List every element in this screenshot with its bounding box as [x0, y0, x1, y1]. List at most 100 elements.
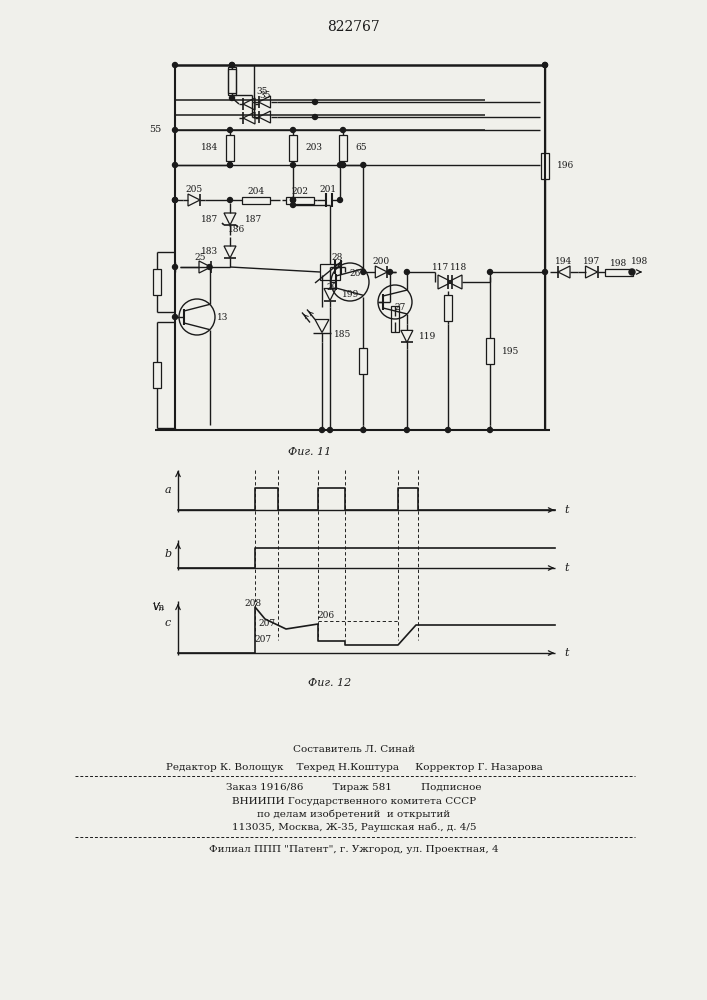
Circle shape: [404, 428, 409, 432]
Text: ВНИИПИ Государственного комитета СССР: ВНИИПИ Государственного комитета СССР: [232, 796, 476, 806]
Text: Фиг. 11: Фиг. 11: [288, 447, 332, 457]
Text: 203: 203: [305, 143, 322, 152]
Circle shape: [173, 198, 177, 202]
Circle shape: [320, 428, 325, 432]
Circle shape: [361, 428, 366, 432]
Circle shape: [341, 127, 346, 132]
Bar: [153, 269, 161, 295]
Text: 185: 185: [334, 330, 351, 339]
Circle shape: [291, 198, 296, 202]
Bar: [286, 196, 313, 204]
Text: Фиг. 12: Фиг. 12: [308, 678, 351, 688]
Circle shape: [629, 269, 635, 275]
Text: 207: 207: [255, 636, 271, 645]
Circle shape: [207, 264, 212, 269]
Text: 13: 13: [217, 312, 228, 322]
Bar: [228, 68, 236, 95]
Text: 196: 196: [557, 161, 574, 170]
Circle shape: [173, 198, 177, 202]
Text: 199: 199: [342, 290, 359, 299]
Text: 35: 35: [256, 88, 268, 97]
Text: 197: 197: [583, 257, 601, 266]
Text: 198: 198: [631, 257, 648, 266]
Text: 201: 201: [320, 186, 337, 194]
Circle shape: [230, 62, 235, 68]
Bar: [359, 348, 368, 374]
Text: 822767: 822767: [327, 20, 380, 34]
Text: 195: 195: [502, 347, 520, 356]
Circle shape: [542, 62, 547, 68]
Circle shape: [337, 162, 342, 167]
Bar: [339, 134, 347, 160]
Circle shape: [341, 162, 346, 167]
Circle shape: [228, 127, 233, 132]
Text: 205: 205: [185, 186, 203, 194]
Text: 198: 198: [610, 259, 627, 268]
Circle shape: [173, 314, 177, 320]
Bar: [228, 67, 236, 93]
Text: t: t: [565, 648, 569, 658]
Text: 186: 186: [228, 225, 245, 233]
Bar: [226, 134, 234, 160]
Text: c: c: [165, 618, 171, 628]
Text: 28: 28: [332, 252, 343, 261]
Circle shape: [361, 269, 366, 274]
Text: 26: 26: [349, 269, 361, 278]
Circle shape: [228, 162, 233, 167]
Text: 118: 118: [450, 262, 467, 271]
Bar: [153, 362, 161, 388]
Circle shape: [291, 202, 296, 208]
Bar: [444, 294, 452, 320]
Circle shape: [337, 198, 342, 202]
Circle shape: [542, 269, 547, 274]
Text: 29: 29: [327, 284, 338, 292]
Text: 204: 204: [247, 188, 264, 196]
Text: a: a: [165, 485, 171, 495]
Text: 65: 65: [355, 143, 367, 152]
Text: 55: 55: [148, 125, 161, 134]
Bar: [242, 196, 270, 204]
Text: 194: 194: [556, 257, 573, 266]
Bar: [541, 153, 549, 179]
Text: 117: 117: [433, 262, 450, 271]
Bar: [604, 268, 633, 275]
Circle shape: [173, 62, 177, 68]
Circle shape: [312, 114, 317, 119]
Circle shape: [173, 162, 177, 167]
Circle shape: [291, 127, 296, 132]
Text: t: t: [565, 563, 569, 573]
Text: t: t: [565, 505, 569, 515]
Bar: [289, 134, 297, 160]
Text: 187: 187: [245, 215, 262, 224]
Circle shape: [488, 269, 493, 274]
Text: $V_n$: $V_n$: [151, 600, 164, 614]
Circle shape: [173, 264, 177, 269]
Circle shape: [341, 162, 346, 167]
Circle shape: [488, 428, 493, 432]
Text: Филиал ППП "Патент", г. Ужгород, ул. Проектная, 4: Филиал ППП "Патент", г. Ужгород, ул. Про…: [209, 846, 499, 854]
Text: 35: 35: [259, 91, 271, 100]
Text: 25: 25: [194, 253, 206, 262]
Bar: [391, 306, 399, 332]
Text: по делам изобретений  и открытий: по делам изобретений и открытий: [257, 809, 450, 819]
Text: 187: 187: [201, 215, 218, 224]
Circle shape: [291, 162, 296, 167]
Circle shape: [230, 62, 235, 68]
Text: b: b: [165, 549, 172, 559]
Circle shape: [542, 62, 547, 68]
Text: Vn: Vn: [151, 602, 164, 611]
Circle shape: [173, 127, 177, 132]
Circle shape: [230, 96, 235, 101]
Circle shape: [312, 100, 317, 104]
Bar: [320, 264, 340, 280]
Text: Составитель Л. Синай: Составитель Л. Синай: [293, 746, 415, 754]
Text: 27: 27: [395, 302, 406, 312]
Circle shape: [361, 162, 366, 167]
Text: 208: 208: [245, 598, 262, 607]
Text: Заказ 1916/86         Тираж 581         Подписное: Заказ 1916/86 Тираж 581 Подписное: [226, 782, 481, 792]
Bar: [486, 338, 494, 364]
Circle shape: [387, 269, 392, 274]
Circle shape: [327, 428, 332, 432]
Circle shape: [445, 428, 450, 432]
Text: 202: 202: [291, 188, 308, 196]
